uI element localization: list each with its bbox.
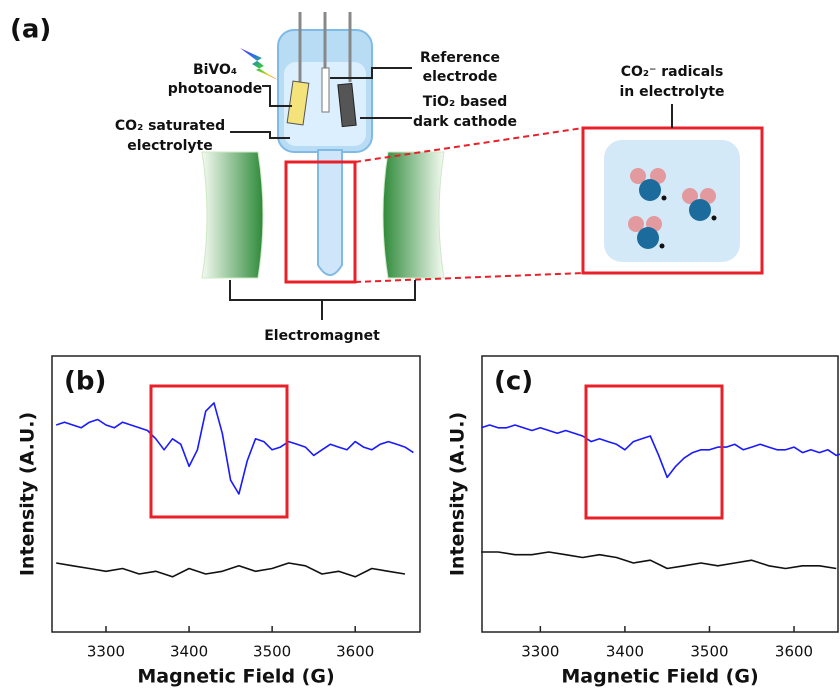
label: dark cathode: [413, 114, 517, 130]
x-tick-label: 3600: [336, 643, 374, 661]
spectrum-line: [481, 552, 836, 569]
panel-label: (a): [10, 15, 51, 45]
panel-label: (c): [494, 367, 533, 397]
x-tick-label: 3500: [690, 643, 728, 661]
x-tick-label: 3600: [775, 643, 813, 661]
plot-frame: [482, 356, 838, 632]
spectrum-line: [56, 403, 413, 494]
label: Electromagnet: [264, 328, 380, 344]
light-bolt: [240, 48, 278, 80]
x-axis-label: Magnetic Field (G): [137, 666, 334, 688]
highlight-box: [151, 386, 287, 517]
label: electrolyte: [127, 138, 212, 154]
x-tick-label: 3400: [606, 643, 644, 661]
panel-a-diagram: (a) BiVO₄ photoanode: [10, 12, 762, 344]
x-tick-label: 3500: [253, 643, 291, 661]
label: CO₂⁻ radicals: [621, 64, 724, 80]
y-axis-label: Intensity (A.U.): [447, 412, 469, 576]
label: in electrolyte: [619, 84, 724, 100]
zoom-line: [355, 128, 583, 162]
magnet-left: [202, 152, 263, 278]
x-tick-label: 3300: [87, 643, 125, 661]
x-tick-label: 3400: [170, 643, 208, 661]
page: {"figure": { "panel_a": { "label": "(a)"…: [0, 0, 840, 693]
panel-label: (b): [64, 367, 106, 397]
y-axis-label: Intensity (A.U.): [17, 412, 39, 576]
x-tick-label: 3300: [521, 643, 559, 661]
cell-tube: [318, 150, 342, 275]
label: CO₂ saturated: [115, 118, 225, 134]
highlight-box: [586, 386, 722, 518]
label: Reference: [420, 50, 500, 66]
label: TiO₂ based: [423, 94, 508, 110]
label: BiVO₄: [193, 62, 237, 78]
label: electrode: [423, 69, 498, 85]
label: photoanode: [168, 81, 262, 97]
spectrum-line: [481, 425, 840, 477]
spectrum-line: [56, 563, 405, 577]
reference-electrode: [322, 68, 329, 112]
magnet-right: [383, 152, 444, 278]
zoom-electrolyte: [604, 140, 740, 262]
figure: (a) BiVO₄ photoanode: [0, 0, 840, 693]
x-axis-label: Magnetic Field (G): [561, 666, 758, 688]
plot-frame: [52, 356, 420, 632]
